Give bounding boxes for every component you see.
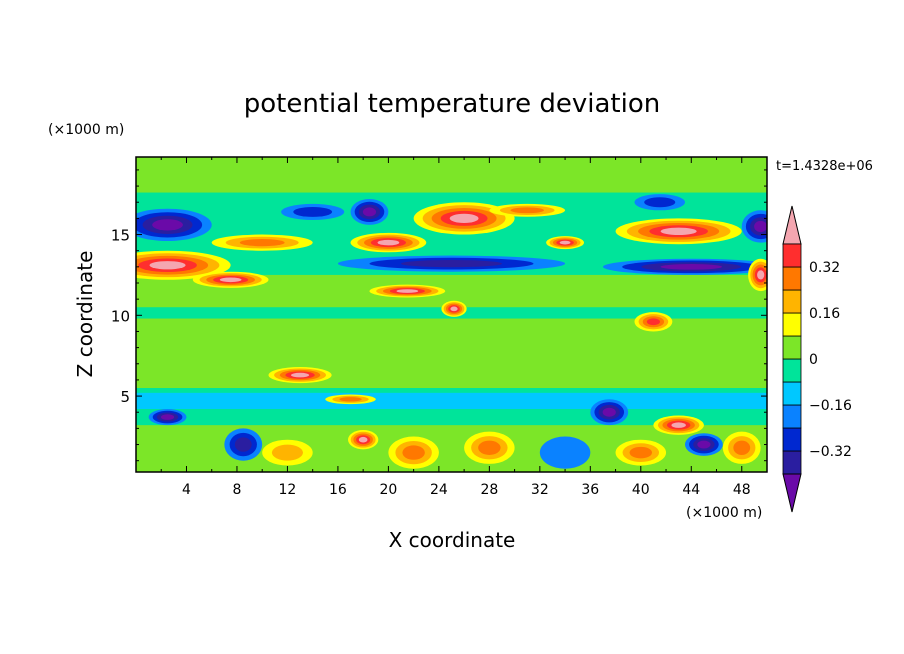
- field-band-2: [136, 318, 767, 388]
- colorbar-tick-label: 0: [809, 352, 818, 368]
- x-tick-label: 40: [632, 482, 650, 498]
- colorbar-box: [782, 312, 802, 337]
- field-blob-18: [634, 312, 673, 332]
- field-blob-30: [615, 439, 667, 466]
- colorbar: 0.32 0.16 0 −0.16 −0.32: [782, 205, 852, 513]
- x-tick-label: 48: [733, 482, 751, 498]
- field-blob-28: [464, 431, 515, 464]
- colorbar-box: [782, 289, 802, 314]
- field-blob-23: [653, 415, 704, 435]
- x-axis-label: X coordinate: [389, 528, 516, 552]
- y-tick-label: 5: [120, 388, 130, 406]
- x-tick-label: 32: [531, 482, 549, 498]
- x-tick-4: 4: [182, 157, 191, 498]
- x-tick-label: 24: [430, 482, 448, 498]
- field-blob-16: [741, 210, 767, 243]
- x-tick-28: 28: [480, 157, 498, 498]
- y-tick-label: 10: [111, 307, 130, 325]
- field-blob-12: [546, 236, 585, 250]
- field-band-3: [136, 392, 767, 409]
- y-tick-10: 10: [111, 307, 767, 325]
- colorbar-min-triangle: [782, 473, 802, 513]
- contour-field: [136, 157, 767, 472]
- field-blob-25: [348, 430, 379, 450]
- x-tick-12: 12: [279, 157, 297, 498]
- field-blob-5: [350, 199, 389, 225]
- field-blob-17: [748, 258, 767, 292]
- plot-frame: [135, 156, 768, 473]
- colorbar-box: [782, 243, 802, 268]
- y-axis: 5 10 15: [111, 169, 767, 462]
- colorbar-box: [782, 381, 802, 406]
- y-tick-15: 15: [111, 227, 767, 245]
- x-tick-label: 16: [329, 482, 347, 498]
- field-blob-24: [684, 433, 723, 456]
- field-blob-8: [337, 255, 566, 272]
- y-tick-5: 5: [120, 388, 767, 406]
- field-blob-21: [148, 409, 187, 426]
- x-tick-20: 20: [379, 157, 397, 498]
- colorbar-box: [782, 427, 802, 452]
- field-blob-27: [388, 436, 439, 469]
- x-unit-label: (×1000 m): [686, 505, 762, 521]
- field-blob-0: [136, 208, 212, 241]
- y-axis-label: Z coordinate: [73, 251, 97, 378]
- field-blob-19: [268, 367, 332, 384]
- x-tick-48: 48: [733, 157, 751, 498]
- colorbar-tick-label: 0.32: [809, 260, 840, 276]
- x-tick-44: 44: [682, 157, 700, 498]
- x-tick-40: 40: [632, 157, 650, 498]
- field-blob-29: [539, 436, 591, 469]
- x-tick-label: 28: [480, 482, 498, 498]
- field-blob-22: [590, 399, 629, 426]
- field-band-0: [136, 157, 767, 193]
- field-blob-32: [262, 439, 313, 466]
- field-blob-15: [634, 194, 685, 211]
- field-blob-9: [369, 284, 446, 298]
- colorbar-box: [782, 335, 802, 360]
- x-tick-32: 32: [531, 157, 549, 498]
- x-tick-24: 24: [430, 157, 448, 498]
- field-blob-10: [441, 300, 467, 317]
- field-blob-2: [192, 271, 269, 288]
- x-tick-label: 44: [682, 482, 700, 498]
- x-tick-label: 4: [182, 482, 191, 498]
- chart-title: potential temperature deviation: [244, 89, 660, 119]
- field-blob-11: [489, 203, 566, 217]
- x-tick-8: 8: [232, 157, 241, 498]
- field-blob-6: [350, 232, 427, 253]
- colorbar-box: [782, 450, 802, 475]
- colorbar-box: [782, 266, 802, 291]
- x-tick-16: 16: [329, 157, 347, 498]
- colorbar-tick-label: 0.16: [809, 306, 840, 322]
- x-tick-label: 20: [379, 482, 397, 498]
- time-label: t=1.4328e+06: [776, 159, 873, 174]
- x-tick-label: 8: [232, 482, 241, 498]
- x-tick-label: 12: [279, 482, 297, 498]
- field-blob-14: [602, 258, 767, 275]
- y-unit-label: (×1000 m): [48, 122, 124, 138]
- colorbar-tick-label: −0.16: [809, 398, 852, 414]
- colorbar-box: [782, 358, 802, 383]
- x-tick-36: 36: [581, 157, 599, 498]
- colorbar-box: [782, 404, 802, 429]
- field-blob-13: [615, 218, 742, 245]
- field-blob-1: [136, 250, 231, 280]
- colorbar-max-triangle: [782, 205, 802, 245]
- y-tick-label: 15: [111, 227, 130, 245]
- field-blob-26: [224, 428, 263, 461]
- x-axis: 4 8 12 16 20 24 28 32 36 40 44 48: [160, 157, 751, 498]
- colorbar-tick-label: −0.32: [809, 444, 852, 460]
- field-blob-4: [281, 203, 345, 220]
- field-blob-31: [722, 431, 761, 464]
- field-blob-3: [211, 234, 313, 251]
- x-tick-label: 36: [581, 482, 599, 498]
- field-blob-20: [325, 394, 376, 405]
